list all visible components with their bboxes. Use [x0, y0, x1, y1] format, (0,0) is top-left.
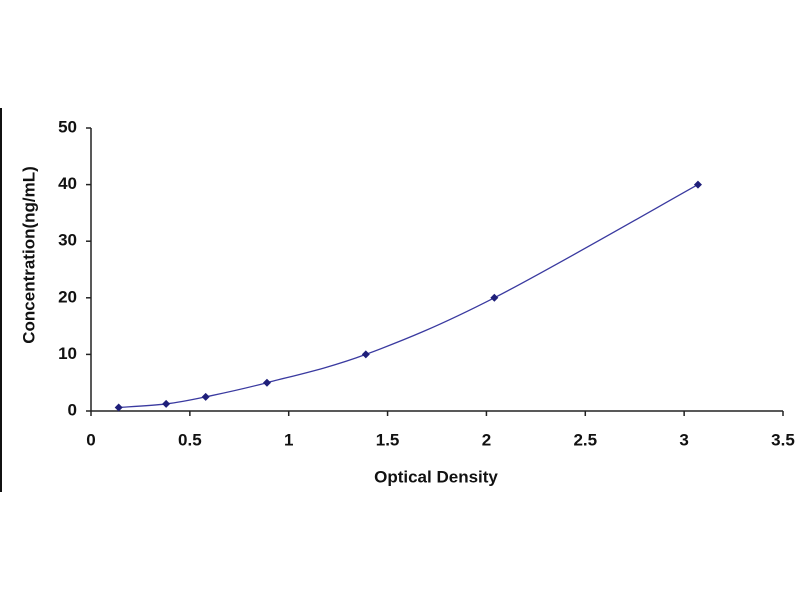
y-tick-label: 20: [58, 287, 77, 306]
x-tick-label: 3: [679, 430, 688, 449]
data-point: [490, 293, 499, 302]
y-axis-title: Concentration(ng/mL): [19, 166, 38, 344]
x-tick-label: 1.5: [376, 430, 400, 449]
y-tick-label: 40: [58, 174, 77, 193]
data-point: [361, 350, 370, 359]
data-point: [114, 403, 123, 412]
y-tick-label: 50: [58, 117, 77, 136]
x-axis-title: Optical Density: [374, 467, 498, 486]
fit-curve: [118, 184, 699, 409]
x-tick-label: 2: [482, 430, 491, 449]
x-tick-label: 1: [284, 430, 293, 449]
y-tick-label: 10: [58, 344, 77, 363]
data-point: [201, 392, 210, 401]
data-point: [162, 399, 171, 408]
data-point: [262, 378, 271, 387]
x-tick-label: 2.5: [573, 430, 597, 449]
x-tick-label: 3.5: [771, 430, 795, 449]
data-point: [693, 180, 702, 189]
y-tick-label: 0: [68, 400, 77, 419]
x-tick-label: 0.5: [178, 430, 202, 449]
y-tick-label: 30: [58, 231, 77, 250]
x-tick-label: 0: [86, 430, 95, 449]
